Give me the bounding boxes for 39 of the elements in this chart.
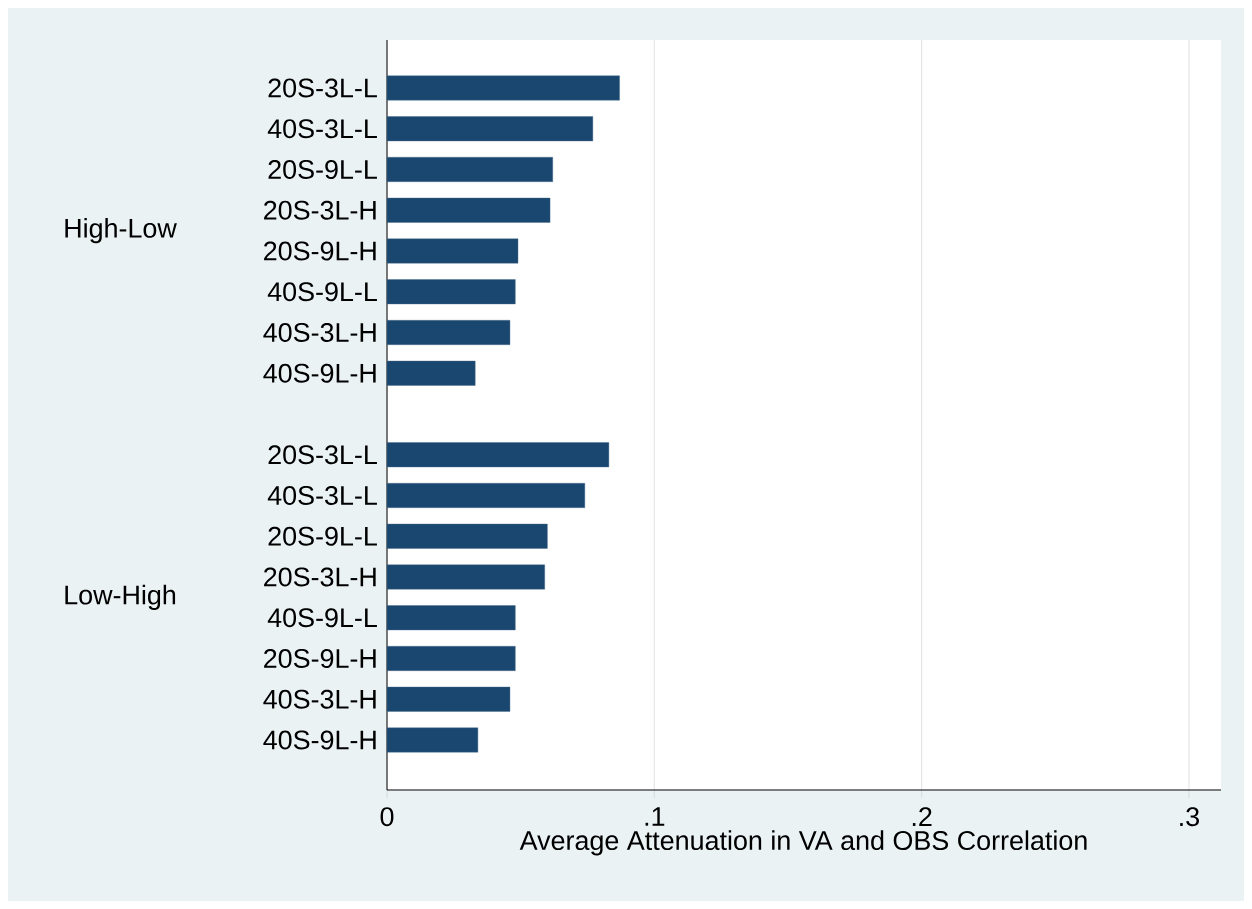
bar [386, 75, 620, 101]
y-tick-label: 20S-3L-H [264, 200, 376, 220]
x-tick-label: .1 [645, 807, 665, 826]
bar [386, 238, 519, 264]
y-tick-label: 40S-9L-H [263, 730, 376, 750]
y-tick-label: 40S-9L-L [267, 282, 377, 302]
bar [386, 279, 516, 305]
bar [386, 483, 586, 508]
bar [386, 686, 511, 712]
text: Low-High [65, 584, 176, 610]
bar [386, 727, 479, 753]
y-tick-label: 40S-3L-L [267, 485, 377, 506]
bar [386, 646, 516, 671]
bar [386, 605, 516, 631]
bar [386, 360, 476, 386]
text: High-Low [65, 218, 177, 244]
y-tick-label: 40S-9L-L [267, 608, 377, 628]
y-tick-label: 20S-9L-H [264, 648, 376, 669]
x-tick-label: 0 [380, 807, 394, 827]
bar [386, 523, 548, 549]
y-tick-label: 20S-3L-L [268, 78, 377, 98]
bar [386, 157, 553, 182]
y-tick-label: 40S-9L-H [263, 363, 376, 383]
bar [386, 320, 511, 345]
y-tick-label: 20S-9L-H [264, 241, 376, 261]
x-axis-title: Average Attenuation in VA and OBS Correlation [519, 830, 1087, 856]
y-tick-label: 40S-3L-H [263, 689, 376, 709]
y-tick-label: 20S-9L-L [268, 526, 377, 546]
y-tick-label: 40S-3L-H [263, 322, 376, 343]
bar [386, 442, 610, 468]
bar [386, 564, 545, 590]
y-tick-label: 20S-3L-H [264, 567, 376, 587]
x-tick-label: .3 [1180, 807, 1199, 827]
y-tick-label: 20S-9L-L [268, 159, 377, 180]
x-tick-label: .2 [912, 807, 932, 826]
bar [386, 197, 551, 223]
bar [386, 116, 594, 142]
y-tick-label: 20S-3L-L [268, 445, 377, 465]
y-tick-label: 40S-3L-L [267, 119, 377, 139]
